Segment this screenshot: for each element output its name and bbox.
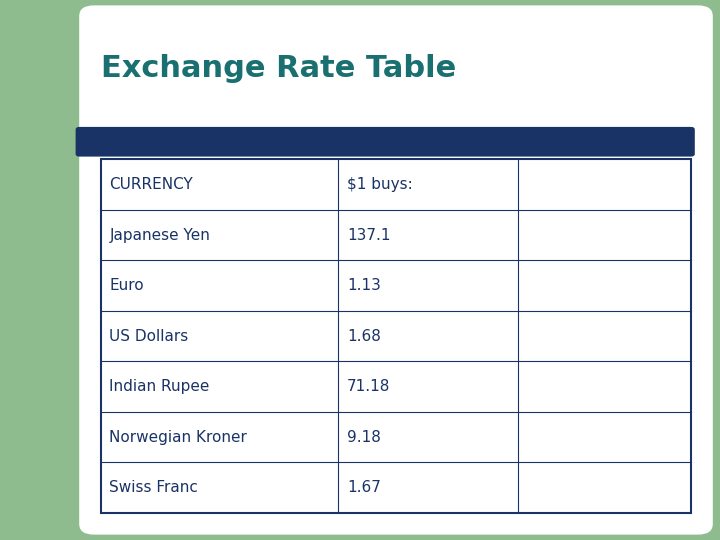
Text: 71.18: 71.18 [347, 379, 390, 394]
Text: 1.67: 1.67 [347, 480, 381, 495]
Text: $1 buys:: $1 buys: [347, 177, 413, 192]
Text: 1.13: 1.13 [347, 278, 381, 293]
FancyBboxPatch shape [76, 127, 695, 157]
Text: Indian Rupee: Indian Rupee [109, 379, 210, 394]
FancyBboxPatch shape [79, 5, 713, 535]
Bar [0, 0, 58, 540]
Text: Euro: Euro [109, 278, 144, 293]
Bar [101, 159, 691, 513]
Text: 1.68: 1.68 [347, 329, 381, 343]
Text: US Dollars: US Dollars [109, 329, 189, 343]
Text: Exchange Rate Table: Exchange Rate Table [101, 54, 456, 83]
Text: CURRENCY: CURRENCY [109, 177, 193, 192]
Text: Japanese Yen: Japanese Yen [109, 227, 210, 242]
Text: Norwegian Kroner: Norwegian Kroner [109, 430, 247, 445]
Text: 9.18: 9.18 [347, 430, 381, 445]
Text: Swiss Franc: Swiss Franc [109, 480, 198, 495]
Text: 137.1: 137.1 [347, 227, 390, 242]
